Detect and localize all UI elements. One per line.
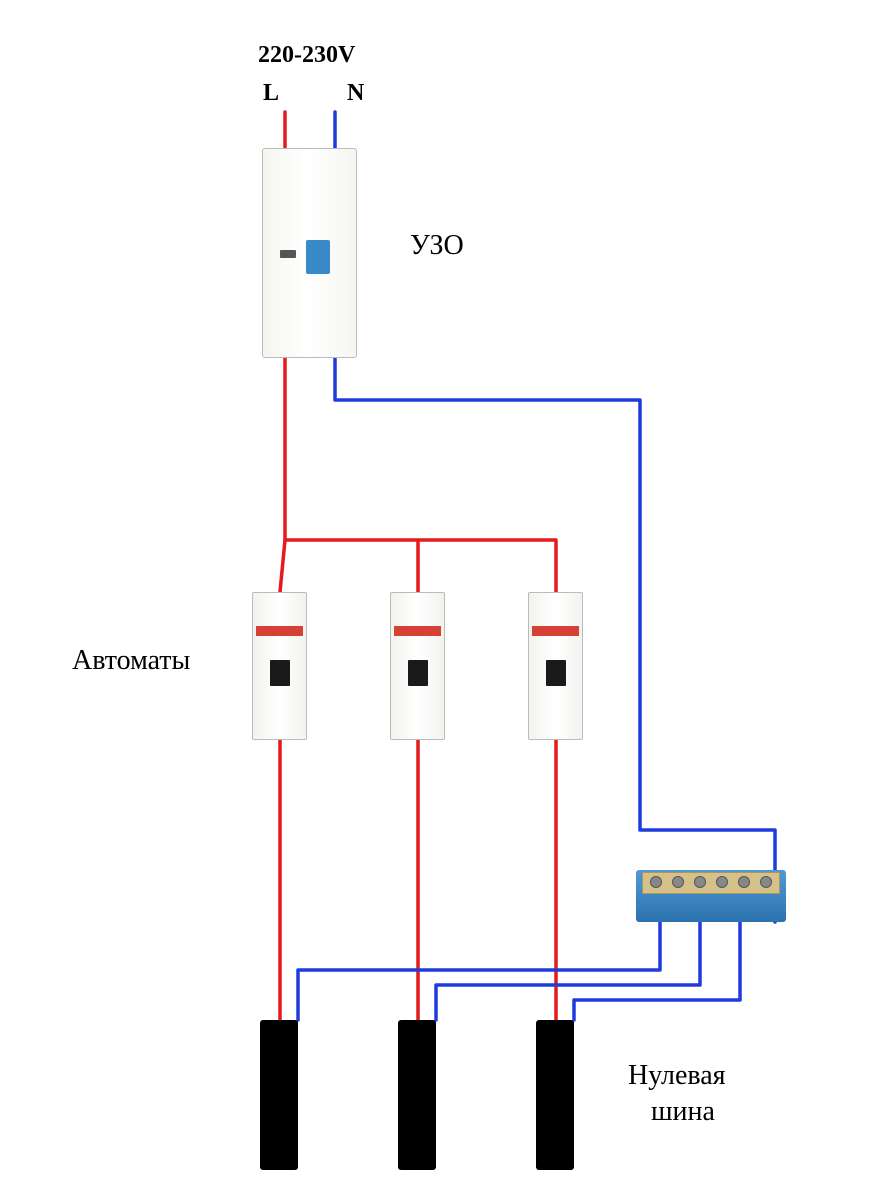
breaker-indicator-band (256, 626, 303, 636)
breakers-label: Автоматы (72, 645, 190, 677)
breaker-toggle-switch (408, 660, 428, 686)
output-cable (398, 1020, 436, 1170)
terminal-screw (760, 876, 772, 888)
output-cable (536, 1020, 574, 1170)
breaker-indicator-band (532, 626, 579, 636)
neutral-bus-label-line2: шина (651, 1096, 715, 1128)
breaker-toggle-switch (270, 660, 290, 686)
diagram-canvas: 220-230V L N УЗО Автоматы Нулевая шина (0, 0, 875, 1200)
terminal-screw (716, 876, 728, 888)
output-cable (260, 1020, 298, 1170)
neutral-bus-label-line1: Нулевая (628, 1060, 726, 1092)
rcd-label: УЗО (410, 230, 464, 262)
live-letter-label: L (263, 80, 279, 107)
voltage-label: 220-230V (258, 42, 355, 69)
neutral-letter-label: N (347, 80, 364, 107)
terminal-screw (650, 876, 662, 888)
rcd-toggle-switch (306, 240, 330, 274)
rcd-test-button (280, 250, 296, 258)
breaker-indicator-band (394, 626, 441, 636)
terminal-screw (694, 876, 706, 888)
terminal-screw (738, 876, 750, 888)
terminal-screw (672, 876, 684, 888)
breaker-toggle-switch (546, 660, 566, 686)
